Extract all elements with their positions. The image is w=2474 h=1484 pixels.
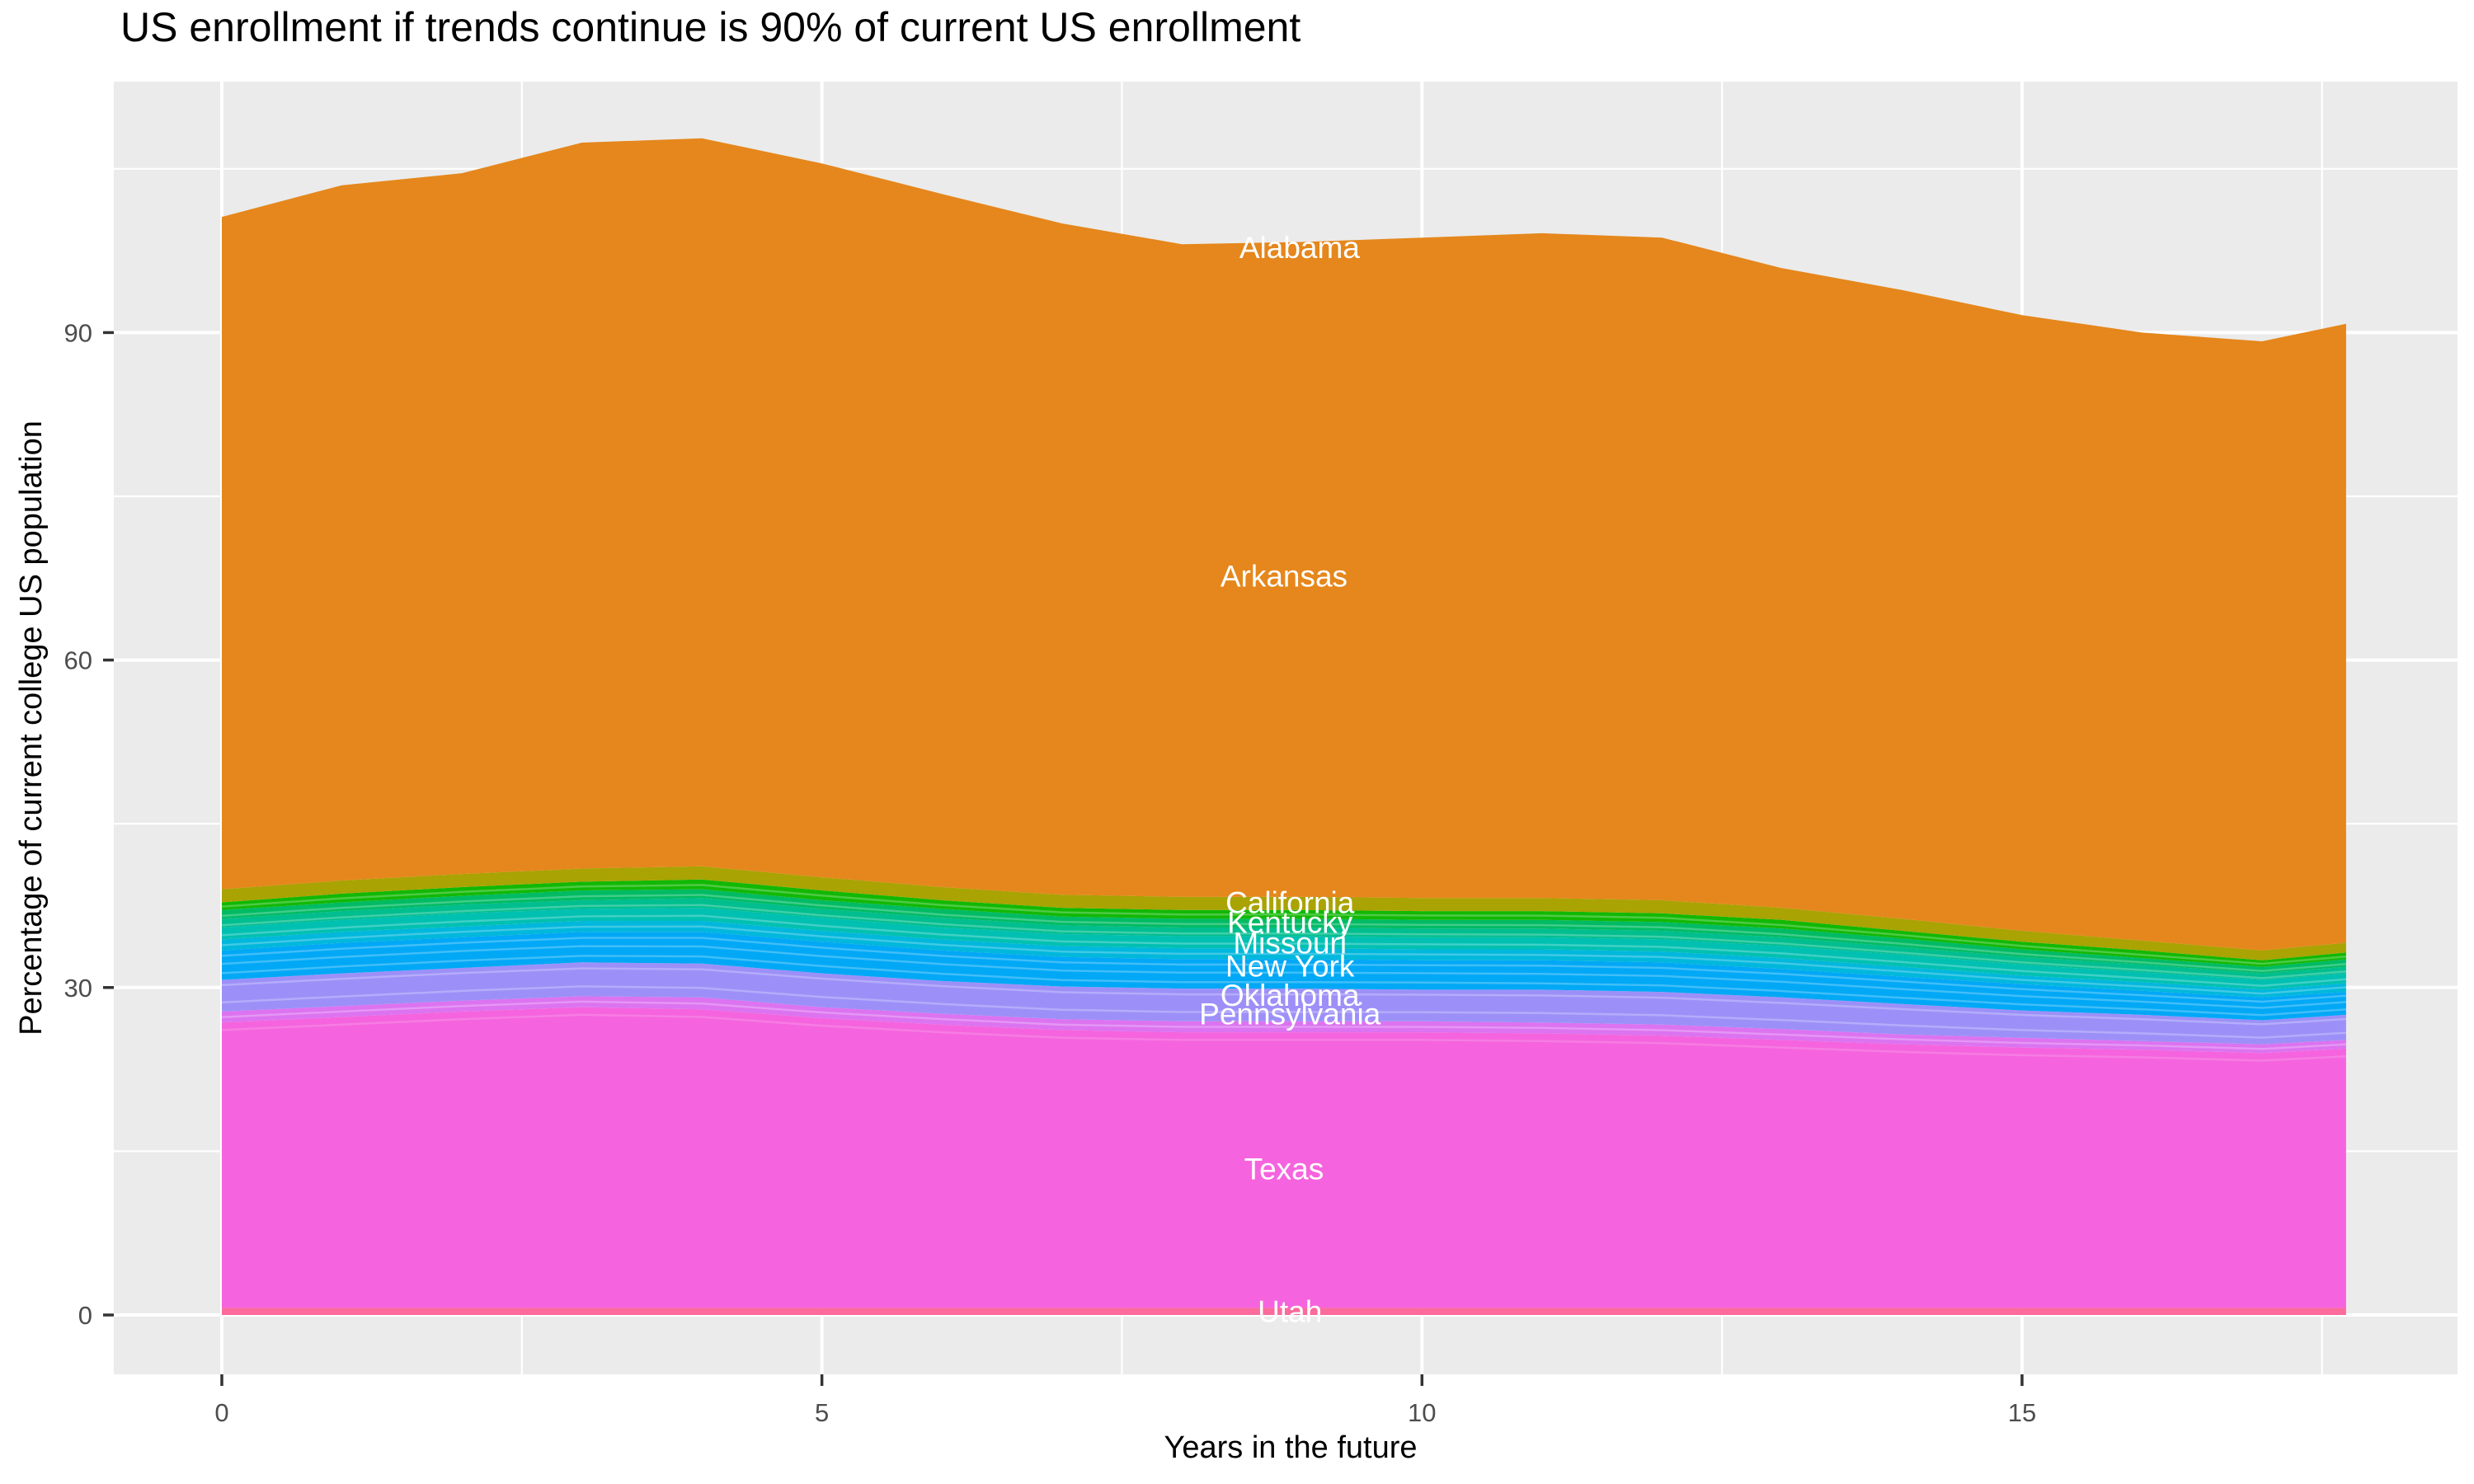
state-label-alabama: Alabama — [1239, 231, 1360, 265]
state-label-kentucky: Kentucky — [1227, 905, 1353, 939]
axis-tick-labels: 0 30 60 90 0 5 10 15 — [64, 318, 2037, 1427]
band-separator — [221, 955, 2346, 1017]
y-axis-title: Percentage of current college US populat… — [14, 420, 49, 1036]
area-sea-green — [222, 898, 2346, 980]
y-tick-label-30: 30 — [64, 974, 92, 1003]
x-tick-label-15: 15 — [2008, 1398, 2036, 1427]
band-separator — [221, 1000, 2346, 1050]
band-separator — [221, 904, 2347, 979]
area-lavender — [222, 962, 2346, 1045]
band-separator — [221, 1013, 2346, 1062]
state-label-new-york: New York — [1225, 949, 1355, 983]
y-tick-label-90: 90 — [64, 318, 92, 347]
area-stack — [222, 138, 2346, 1315]
area-arkansas-orange — [222, 138, 2346, 951]
axis-tick-marks — [103, 331, 2024, 1386]
band-separator — [221, 925, 2346, 995]
area-azure-blue — [222, 932, 2346, 1021]
area-violet-pink — [222, 996, 2346, 1054]
state-label-utah: Utah — [1258, 1294, 1322, 1328]
chart-title: US enrollment if trends continue is 90% … — [120, 4, 1300, 50]
state-label-missouri: Missouri — [1233, 927, 1347, 960]
x-axis-title: Years in the future — [1164, 1430, 1417, 1465]
state-labels: Alabama Arkansas CaliforniaKentuckyMissour… — [1199, 231, 1381, 1328]
band-separator — [221, 945, 2346, 1009]
y-tick-label-0: 0 — [78, 1301, 92, 1330]
state-band-separators — [221, 884, 2347, 1062]
band-separator — [221, 937, 2346, 1003]
area-olive — [222, 866, 2346, 960]
x-tick-label-5: 5 — [815, 1398, 829, 1427]
area-texas — [222, 1007, 2346, 1308]
area-spring-green — [222, 889, 2346, 974]
y-tick-label-60: 60 — [64, 646, 92, 675]
x-tick-label-10: 10 — [1408, 1398, 1436, 1427]
band-separator — [221, 985, 2346, 1039]
band-separator — [221, 894, 2347, 972]
band-separator — [221, 884, 2347, 965]
state-label-california: California — [1225, 886, 1355, 920]
area-cyan — [222, 921, 2346, 998]
state-label-pennsylvania: Pennsylvania — [1199, 998, 1381, 1031]
state-label-arkansas: Arkansas — [1221, 560, 1348, 594]
area-teal — [222, 908, 2346, 990]
band-separator — [221, 914, 2346, 987]
state-label-texas: Texas — [1244, 1153, 1324, 1186]
band-separator — [221, 967, 2346, 1026]
area-south-states-strip — [222, 1308, 2346, 1315]
x-tick-label-0: 0 — [214, 1398, 228, 1427]
state-label-oklahoma: Oklahoma — [1221, 979, 1360, 1012]
